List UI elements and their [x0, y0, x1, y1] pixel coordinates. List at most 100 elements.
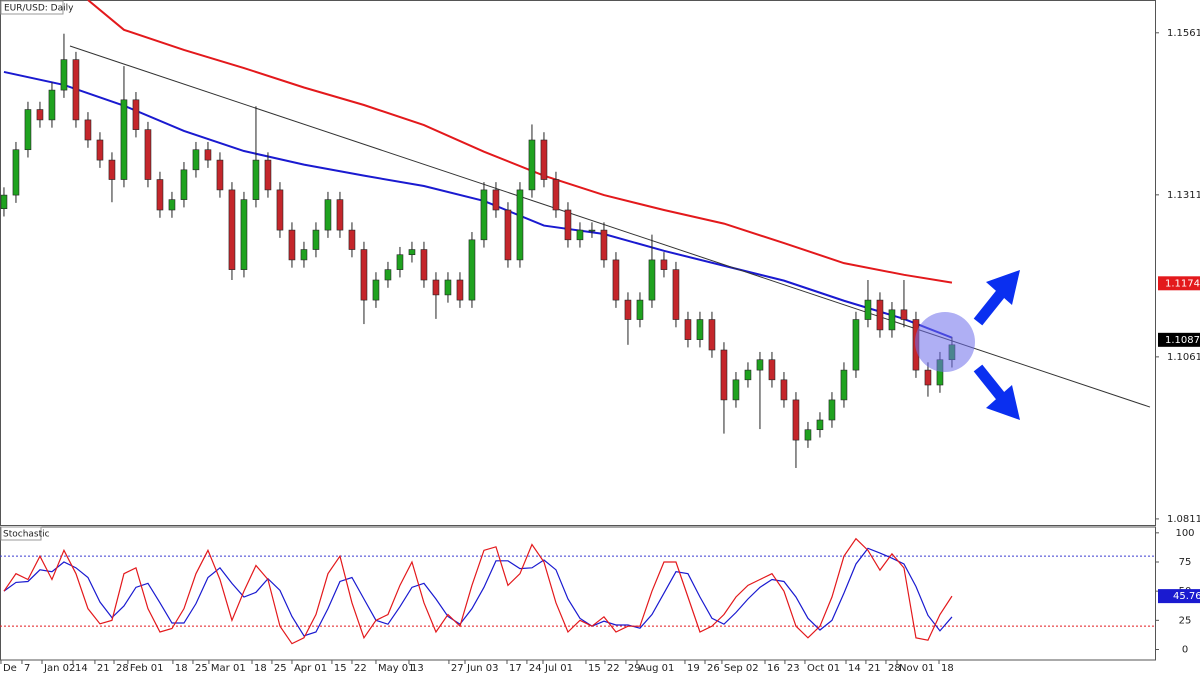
stoch-tag [1158, 589, 1200, 604]
down-arrow [973, 364, 1020, 420]
x-tick-label: 27 [451, 663, 464, 674]
candle-body [516, 189, 524, 261]
candle-body [276, 189, 284, 231]
candle-body [900, 309, 908, 320]
candle-body [36, 109, 44, 121]
candle-body [60, 59, 68, 91]
x-tick-label: Mar 01 [211, 663, 246, 674]
candle-body [180, 169, 188, 200]
y-tick-label: 1.10614 [1167, 352, 1200, 363]
x-tick-label: 13 [411, 663, 424, 674]
x-tick-label: 26 [707, 663, 720, 674]
candle-body [156, 179, 164, 211]
x-tick-label: 28 [116, 663, 129, 674]
x-tick-label: 15 [588, 663, 601, 674]
candle-body [468, 239, 476, 301]
candle-body [492, 189, 500, 211]
candle-body [672, 269, 680, 320]
candle-body [336, 199, 344, 231]
candle-body [888, 309, 896, 331]
price-tag-label: 1.10877 [1165, 335, 1200, 346]
stoch-title: Stochastic [3, 530, 50, 540]
candle-body [408, 249, 416, 256]
x-tick-label: Jan 02 [43, 663, 75, 674]
y-tick-label: 1.08114 [1167, 514, 1200, 525]
candle-body [288, 229, 296, 261]
candle-body [168, 199, 176, 211]
stoch-line [3, 547, 953, 637]
candle-body [84, 119, 92, 141]
candle-body [600, 229, 608, 261]
candle-body [840, 369, 848, 401]
stoch-line [3, 537, 953, 645]
y-tick-label: 1.15614 [1167, 28, 1200, 39]
candle-body [528, 139, 536, 191]
x-tick-label: Aug 01 [639, 663, 674, 674]
candle-body [12, 149, 20, 196]
x-tick-label: 15 [334, 663, 347, 674]
x-tick-label: Sep 02 [724, 663, 759, 674]
candle-body [96, 139, 104, 161]
candle-body [324, 199, 332, 231]
price-tag-label: 1.11749 [1165, 278, 1200, 289]
candle-body [72, 59, 80, 121]
x-tick-label: 22 [354, 663, 367, 674]
candle-body [348, 229, 356, 250]
x-tick-label: Apr 01 [294, 663, 327, 674]
candle-body [228, 189, 236, 270]
x-tick-label: May 01 [378, 663, 415, 674]
x-tick-label: Nov 01 [899, 663, 934, 674]
candle-body [300, 249, 308, 261]
candle-body [456, 279, 464, 301]
x-tick-label: 14 [75, 663, 88, 674]
candle-body [636, 299, 644, 320]
candle-body [744, 369, 752, 381]
candle-body [108, 159, 116, 180]
price-panel [0, 0, 1156, 526]
candle-body [120, 99, 128, 180]
stoch-y-tick-label: 25 [1179, 615, 1192, 626]
candle-body [132, 99, 140, 130]
up-arrow [973, 270, 1020, 326]
candle-body [732, 379, 740, 401]
x-tick-label: 14 [848, 663, 861, 674]
chart-title: EUR/USD: Daily [4, 4, 74, 14]
x-tick-label: 24 [529, 663, 542, 674]
x-tick-label: 21 [97, 663, 110, 674]
candle-body [648, 259, 656, 301]
candle-body [0, 194, 8, 210]
candle-body [756, 359, 764, 371]
candle-body [852, 319, 860, 371]
y-tick-label: 1.13114 [1167, 190, 1200, 201]
candle-body [360, 249, 368, 301]
x-tick-label: 21 [868, 663, 881, 674]
candle-body [216, 159, 224, 191]
candle-body [720, 349, 728, 401]
candle-body [372, 279, 380, 301]
price-line [87, 0, 953, 284]
stoch-y-tick-label: 0 [1182, 645, 1188, 656]
x-tick-label: 18 [941, 663, 954, 674]
candle-body [444, 279, 452, 296]
candle-body [612, 259, 620, 301]
candle-body [252, 159, 260, 200]
candle-body [552, 179, 560, 211]
x-tick-label: 22 [607, 663, 620, 674]
x-tick-label: De [3, 663, 17, 674]
candle-body [420, 249, 428, 281]
candle-body [504, 209, 512, 261]
candle-body [312, 229, 320, 250]
candle-body [576, 229, 584, 241]
stoch-y-tick-label: 100 [1175, 528, 1194, 539]
x-tick-label: 18 [254, 663, 267, 674]
x-tick-label: Jul 01 [544, 663, 573, 674]
candle-body [624, 299, 632, 320]
stoch-panel [0, 526, 1156, 661]
x-tick-label: Jun 03 [466, 663, 499, 674]
candle-body [708, 319, 716, 351]
candle-body [780, 379, 788, 401]
candle-body [24, 109, 32, 151]
candle-body [264, 159, 272, 191]
x-tick-label: 19 [687, 663, 700, 674]
